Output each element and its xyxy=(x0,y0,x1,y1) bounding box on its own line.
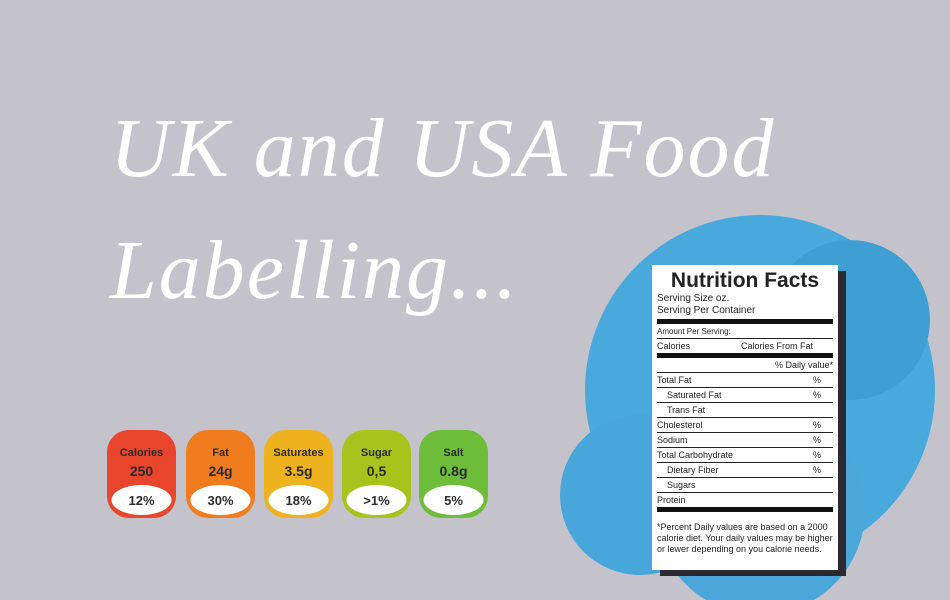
nutrient-row: Cholesterol% xyxy=(657,418,833,433)
nutrient: Sugars xyxy=(667,480,696,490)
percent-bubble xyxy=(111,485,172,515)
label-title: Nutrition Facts xyxy=(670,269,820,292)
nutrient-row: Protein xyxy=(657,493,833,512)
nutrient-row: Trans Fat xyxy=(657,403,833,418)
label-text: 18% xyxy=(285,493,311,508)
nutrient: Total Fat xyxy=(657,375,692,385)
nutrient: Cholesterol xyxy=(657,420,703,430)
label-text: 0,5 xyxy=(367,463,387,479)
nutrient-row: Total Carbohydrate% xyxy=(657,448,833,463)
serving-container: Serving Per Container xyxy=(657,305,833,324)
nutrient: Sodium xyxy=(657,435,688,445)
label-text: 12% xyxy=(128,493,154,508)
footnote: *Percent Daily values are based on a 200… xyxy=(657,522,833,554)
label-text: 0.8g xyxy=(439,463,467,479)
nutrient-row: Sodium% xyxy=(657,433,833,448)
percent-bubble xyxy=(423,485,484,515)
label-text: >1% xyxy=(363,493,390,508)
nutrient: Protein xyxy=(657,495,686,505)
label-text: Sugar xyxy=(361,447,393,459)
nutrient-pct: % xyxy=(812,435,821,445)
daily-value: % Daily value* xyxy=(657,358,833,373)
calories-row: Calories Calories From Fat xyxy=(657,339,833,358)
percent-bubble xyxy=(346,485,407,515)
title-line: UK and USA Food xyxy=(110,102,776,195)
nutrient: Total Carbohydrate xyxy=(657,450,734,460)
label-text: Saturates xyxy=(273,447,323,459)
nutrient-pct: % xyxy=(812,390,821,400)
nutrient-pct: % xyxy=(812,465,821,475)
nutrient-row: Sugars xyxy=(657,478,833,493)
percent-bubble xyxy=(190,485,251,515)
calories: Calories xyxy=(657,341,691,351)
label-text: 3.5g xyxy=(284,463,312,479)
label-text: 24g xyxy=(208,463,232,479)
nutrient-row: Saturated Fat% xyxy=(657,388,833,403)
nutrient: Trans Fat xyxy=(667,405,706,415)
nutrient: Dietary Fiber xyxy=(667,465,719,475)
label-text: Calories xyxy=(120,447,163,459)
nutrition-label: Nutrition Facts Serving Size oz. Serving… xyxy=(652,265,838,570)
nutrient-row: Total Fat% xyxy=(657,373,833,388)
title-line: Labelling... xyxy=(110,224,520,317)
calories-fat: Calories From Fat xyxy=(740,341,813,351)
nutrient-pct: % xyxy=(812,375,821,385)
nutrient-row: Dietary Fiber% xyxy=(657,463,833,478)
label-text: Fat xyxy=(212,447,229,459)
label-text: 30% xyxy=(207,493,233,508)
percent-bubble xyxy=(268,485,329,515)
label-text: Salt xyxy=(443,447,464,459)
label-text: 250 xyxy=(130,463,154,479)
nutrient: Saturated Fat xyxy=(667,390,722,400)
nutrient-pct: % xyxy=(812,450,821,460)
serving-size: Serving Size oz. xyxy=(657,293,730,304)
nutrient-pct: % xyxy=(812,420,821,430)
label-text: 5% xyxy=(444,493,463,508)
amount: Amount Per Serving: xyxy=(657,324,833,339)
